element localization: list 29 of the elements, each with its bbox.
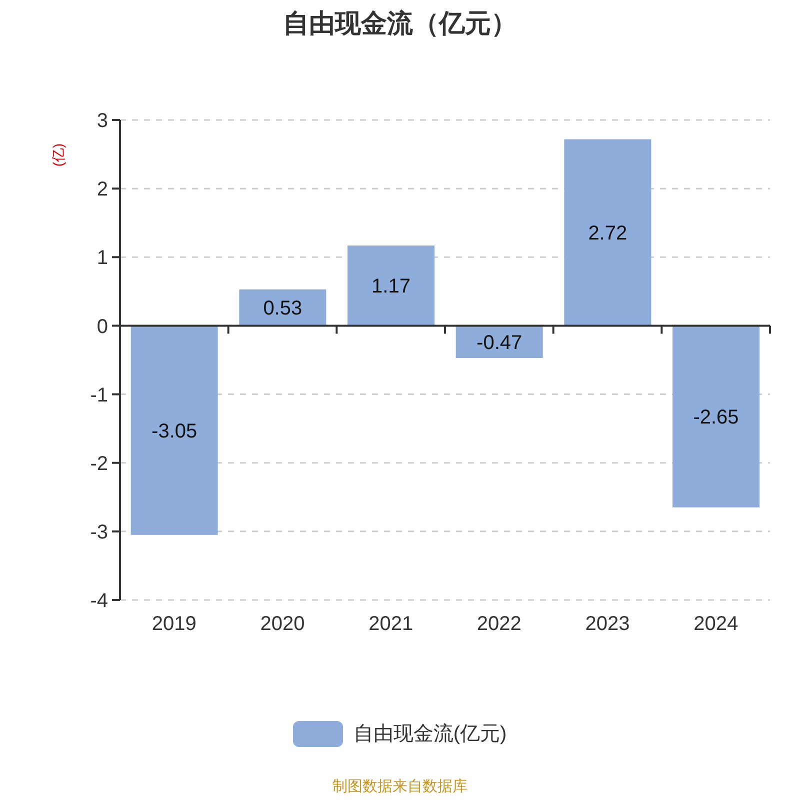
- x-tick-label: 2020: [260, 613, 305, 636]
- x-tick-label: 2022: [476, 613, 522, 636]
- x-tick-label: 2024: [694, 613, 738, 636]
- y-tick-label: -2: [90, 452, 108, 475]
- y-tick-label: 2: [96, 178, 108, 201]
- data-label: -0.47: [476, 332, 522, 354]
- x-tick-label: 2021: [368, 613, 414, 636]
- data-label: 1.17: [372, 276, 410, 298]
- y-tick-label: -1: [90, 384, 108, 406]
- data-label: -2.65: [693, 406, 739, 429]
- data-label: -3.05: [152, 420, 198, 442]
- y-axis-title: (亿): [50, 143, 66, 167]
- x-tick-label: 2019: [152, 613, 196, 636]
- legend-label: 自由现金流(亿元): [353, 723, 507, 745]
- y-tick-label: 0: [96, 316, 108, 338]
- data-label: 0.53: [263, 298, 302, 320]
- chart-title: 自由现金流（亿元）: [283, 8, 517, 38]
- x-tick-label: 2023: [585, 613, 630, 636]
- text: 制图数据来自数据库: [332, 778, 468, 795]
- bar: [456, 326, 543, 358]
- y-tick-label: -4: [90, 590, 108, 612]
- y-tick-label: 3: [96, 110, 108, 132]
- bar: [348, 245, 434, 326]
- data-label: 2.72: [588, 222, 628, 245]
- bar: [564, 139, 652, 326]
- bar: [672, 326, 760, 508]
- y-tick-label: 1: [96, 247, 108, 270]
- y-tick-label: -3: [90, 522, 108, 544]
- bar: [130, 326, 218, 535]
